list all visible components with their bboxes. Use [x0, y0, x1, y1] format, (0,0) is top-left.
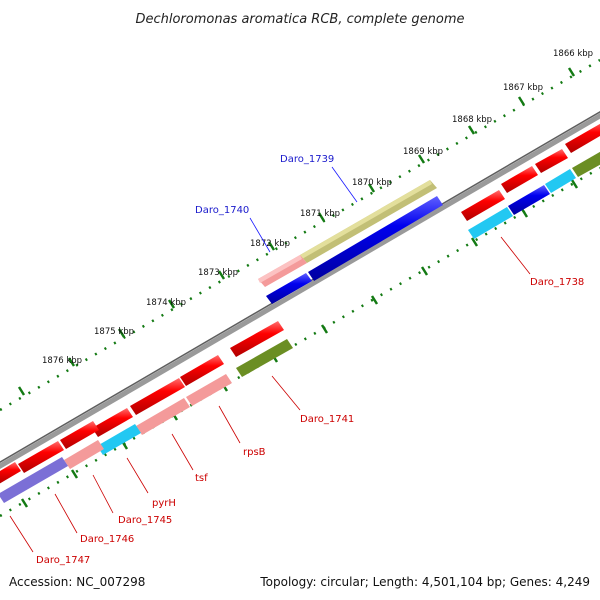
gene-blue-forward[interactable] [266, 196, 443, 304]
gene-red-l7[interactable] [0, 462, 21, 484]
gene-labels: Daro_1739 Daro_1740 Daro_1738 Daro_1741 … [9, 154, 584, 566]
gene-daro-1739[interactable] [300, 180, 437, 263]
label-daro-1739: Daro_1739 [280, 154, 334, 165]
major-tick [217, 270, 226, 280]
gene-olive-r[interactable] [572, 149, 600, 177]
map-title: Dechloromonas aromatica RCB, complete ge… [135, 12, 464, 27]
lower-tick-ring [0, 166, 600, 518]
major-tick [467, 125, 476, 135]
gene-tsf[interactable] [136, 398, 190, 435]
gene-red-l6[interactable] [18, 441, 64, 473]
reverse-genes-left [0, 321, 293, 503]
reverse-genes-right [461, 121, 600, 239]
gene-cyan-r[interactable] [545, 169, 576, 193]
tick-label: 1872 kbp [250, 239, 290, 249]
accession-text: Accession: NC_007298 [9, 575, 145, 589]
tick-label: 1874 kbp [146, 298, 186, 308]
gene-daro-1741[interactable] [236, 339, 293, 377]
label-pyrH: pyrH [152, 498, 176, 509]
gene-red-r4[interactable] [565, 121, 600, 153]
major-tick [517, 96, 526, 106]
kbp-labels: 1866 kbp 1867 kbp 1868 kbp 1869 kbp 1870… [42, 49, 593, 366]
gene-red-l2[interactable] [180, 355, 224, 386]
gene-red-l4[interactable] [92, 408, 133, 437]
forward-strand-genes [258, 180, 443, 304]
gene-daro-1738[interactable] [468, 207, 513, 239]
tick-label: 1876 kbp [42, 356, 82, 366]
major-tick [67, 357, 76, 367]
tick-label: 1870 kbp [352, 178, 392, 188]
gene-red-l5[interactable] [60, 421, 99, 449]
major-tick [17, 386, 26, 396]
tick-label: 1869 kbp [403, 147, 443, 157]
tick-label: 1873 kbp [198, 268, 238, 278]
tick-label: 1867 kbp [503, 83, 543, 93]
label-rpsB: rpsB [243, 447, 266, 458]
gene-red-r2[interactable] [501, 166, 538, 193]
major-tick [267, 241, 276, 251]
gene-daro-1746[interactable] [0, 457, 68, 503]
gene-pyrH[interactable] [97, 424, 141, 455]
label-daro-1741: Daro_1741 [300, 414, 354, 425]
label-daro-1738: Daro_1738 [530, 277, 584, 288]
label-daro-1740: Daro_1740 [195, 205, 249, 216]
major-tick [167, 299, 176, 309]
gene-red-r1[interactable] [461, 190, 505, 221]
label-tsf: tsf [195, 473, 208, 484]
label-daro-1746: Daro_1746 [80, 534, 134, 545]
major-tick [117, 328, 126, 338]
gene-daro-1745[interactable] [64, 440, 104, 469]
label-daro-1747: Daro_1747 [36, 555, 90, 566]
major-tick [567, 67, 576, 77]
gene-daro-1740[interactable] [258, 255, 307, 287]
topology-text: Topology: circular; Length: 4,501,104 bp… [259, 575, 590, 589]
gene-blue-r[interactable] [508, 185, 550, 215]
gene-rpsB[interactable] [186, 374, 232, 406]
tick-label: 1866 kbp [553, 49, 593, 59]
major-tick [417, 154, 426, 164]
label-daro-1745: Daro_1745 [118, 515, 172, 526]
tick-label: 1875 kbp [94, 327, 134, 337]
major-tick [317, 212, 326, 222]
gene-red-l3[interactable] [130, 378, 185, 415]
upper-tick-ring [0, 58, 600, 412]
tick-label: 1868 kbp [452, 115, 492, 125]
gene-red-r3[interactable] [535, 149, 568, 173]
tick-label: 1871 kbp [300, 209, 340, 219]
gene-red-l1[interactable] [230, 321, 284, 357]
major-tick [367, 183, 376, 193]
